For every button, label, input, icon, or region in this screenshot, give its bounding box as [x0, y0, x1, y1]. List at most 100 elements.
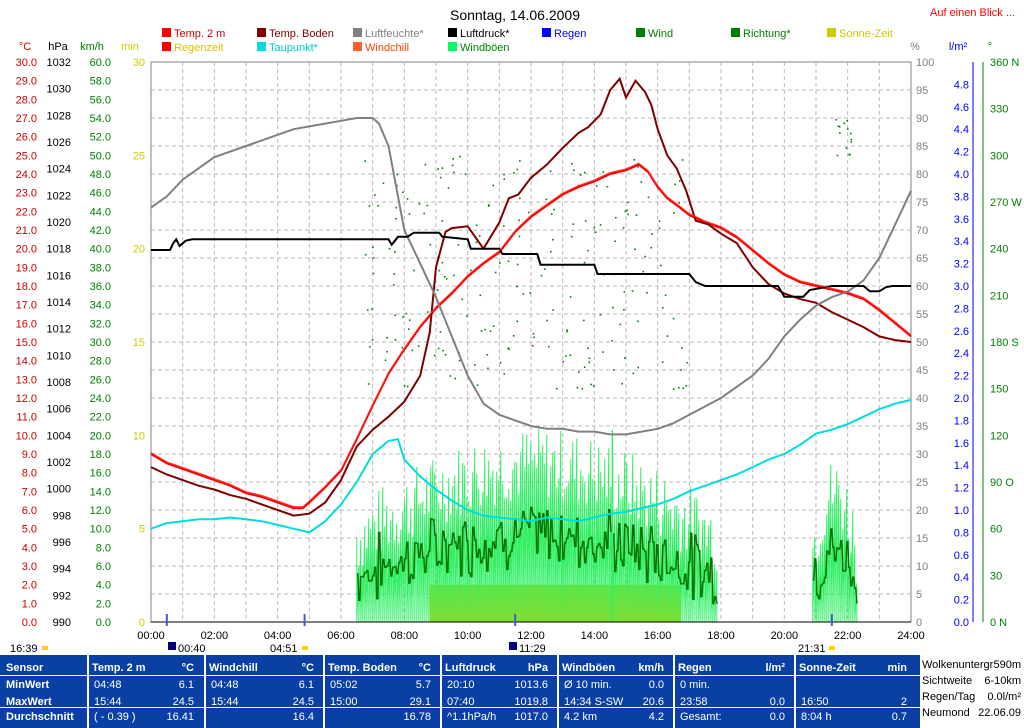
series-line-taupunkt	[150, 398, 912, 534]
table-block-unit: min	[887, 662, 907, 674]
direction-point	[403, 385, 406, 387]
direction-point	[555, 387, 558, 390]
table-cell-value: 6.1	[178, 679, 194, 691]
direction-point	[499, 262, 501, 264]
direction-point	[441, 261, 444, 264]
series-line-luftfeuchte	[150, 117, 912, 436]
table-column-divider	[440, 655, 442, 728]
direction-point	[371, 339, 374, 341]
table-block-title: Sonne-Zeit	[799, 662, 856, 674]
wind-tick-label: 20.0	[90, 430, 111, 442]
direction-point	[444, 353, 447, 356]
direction-point	[562, 360, 565, 363]
temp-tick-label: 21.0	[16, 225, 37, 237]
direction-point	[441, 167, 444, 169]
minutes-tick-label: 25	[133, 150, 145, 162]
direction-point	[681, 347, 683, 349]
temp-tick-label: 1.0	[22, 598, 37, 610]
direction-point	[678, 180, 681, 182]
wind-tick-label: 10.0	[90, 524, 111, 536]
time-tick-label: 04:00	[264, 630, 292, 642]
temp-tick-label: 6.0	[22, 505, 37, 517]
pressure-tick-label: 1010	[47, 350, 71, 362]
humidity-tick-label: 95	[916, 85, 928, 97]
direction-point	[850, 141, 853, 143]
temp-tick-label: 11.0	[16, 412, 37, 424]
humidity-tick-label: 100	[916, 57, 934, 69]
direction-point	[418, 202, 421, 205]
table-cell-value: 1013.6	[514, 679, 548, 691]
direction-point	[543, 268, 546, 270]
sun-marker	[42, 646, 48, 650]
table-block-title: Windchill	[209, 662, 258, 674]
direction-point	[587, 347, 589, 350]
table-cell-value: 0.7	[891, 711, 907, 723]
wind-series	[356, 506, 718, 605]
direction-point	[583, 366, 586, 369]
table-column-divider	[204, 655, 206, 728]
direction-point	[549, 170, 552, 173]
direction-point	[673, 388, 675, 390]
direction-point	[644, 255, 647, 258]
direction-point	[666, 335, 669, 337]
direction-point	[453, 274, 455, 277]
noon-label: 11:29	[519, 643, 546, 655]
table-row-divider	[0, 675, 1024, 676]
direction-point	[516, 263, 519, 266]
direction-point	[681, 159, 684, 161]
table-row-label: Durchschnitt	[6, 711, 74, 723]
temp-tick-label: 29.0	[16, 76, 37, 88]
minutes-unit: min	[121, 41, 139, 53]
direction-point	[576, 386, 579, 389]
direction-point	[590, 383, 592, 386]
direction-point	[423, 212, 425, 215]
direction-point	[367, 383, 370, 385]
direction-point	[508, 348, 510, 351]
temp-tick-label: 10.0	[16, 430, 37, 442]
pressure-tick-label: 994	[53, 564, 71, 576]
side-info-panel: Wolkenuntergr 590m Sichtweite 6-10km Regen/T…	[920, 655, 1024, 728]
wind-tick-label: 60.0	[90, 57, 111, 69]
table-cell-label: 0 min.	[680, 679, 710, 691]
rain-tick-label: 0.6	[954, 550, 969, 562]
minutes-tick-label: 15	[133, 337, 145, 349]
humidity-tick-label: 60	[916, 281, 928, 293]
humidity-tick-label: 20	[916, 505, 928, 517]
direction-point	[393, 273, 395, 275]
direction-point	[626, 201, 629, 204]
legend-swatch	[257, 28, 266, 37]
direction-tick-label: 330	[990, 104, 1008, 116]
legend-label: Richtung*	[743, 28, 791, 40]
direction-point	[438, 269, 441, 272]
direction-point	[673, 212, 675, 214]
direction-point	[503, 173, 505, 176]
table-cell-value: 0.0	[769, 696, 785, 708]
table-cell-value: 29.1	[409, 696, 431, 708]
wind-tick-label: 34.0	[90, 300, 111, 312]
direction-point	[457, 244, 460, 246]
direction-point	[529, 292, 532, 294]
direction-point	[388, 247, 391, 250]
direction-point	[566, 329, 568, 331]
direction-point	[382, 182, 385, 185]
temp-tick-label: 17.0	[16, 300, 37, 312]
direction-point	[835, 118, 838, 121]
table-cell-value: 16.4	[292, 711, 314, 723]
table-cell-value: 2	[900, 696, 907, 708]
direction-point	[674, 183, 676, 186]
direction-tick-label: 120	[990, 430, 1008, 442]
direction-point	[633, 158, 636, 161]
direction-point	[437, 347, 440, 350]
direction-point	[634, 248, 636, 251]
table-row-label: MinWert	[6, 679, 50, 691]
side-info-value: 0.0l/m²	[987, 691, 1021, 703]
sun-marker	[829, 646, 835, 650]
pressure-tick-label: 1000	[47, 484, 71, 496]
overview-link[interactable]: Auf einen Blick ...	[930, 7, 1015, 19]
minutes-tick-label: 0	[139, 617, 145, 629]
direction-point	[486, 353, 489, 356]
rain-tick-label: 0.2	[954, 595, 969, 607]
direction-point	[623, 309, 625, 311]
table-cell-label: 15:00	[330, 696, 358, 708]
temp-tick-label: 14.0	[16, 356, 37, 368]
